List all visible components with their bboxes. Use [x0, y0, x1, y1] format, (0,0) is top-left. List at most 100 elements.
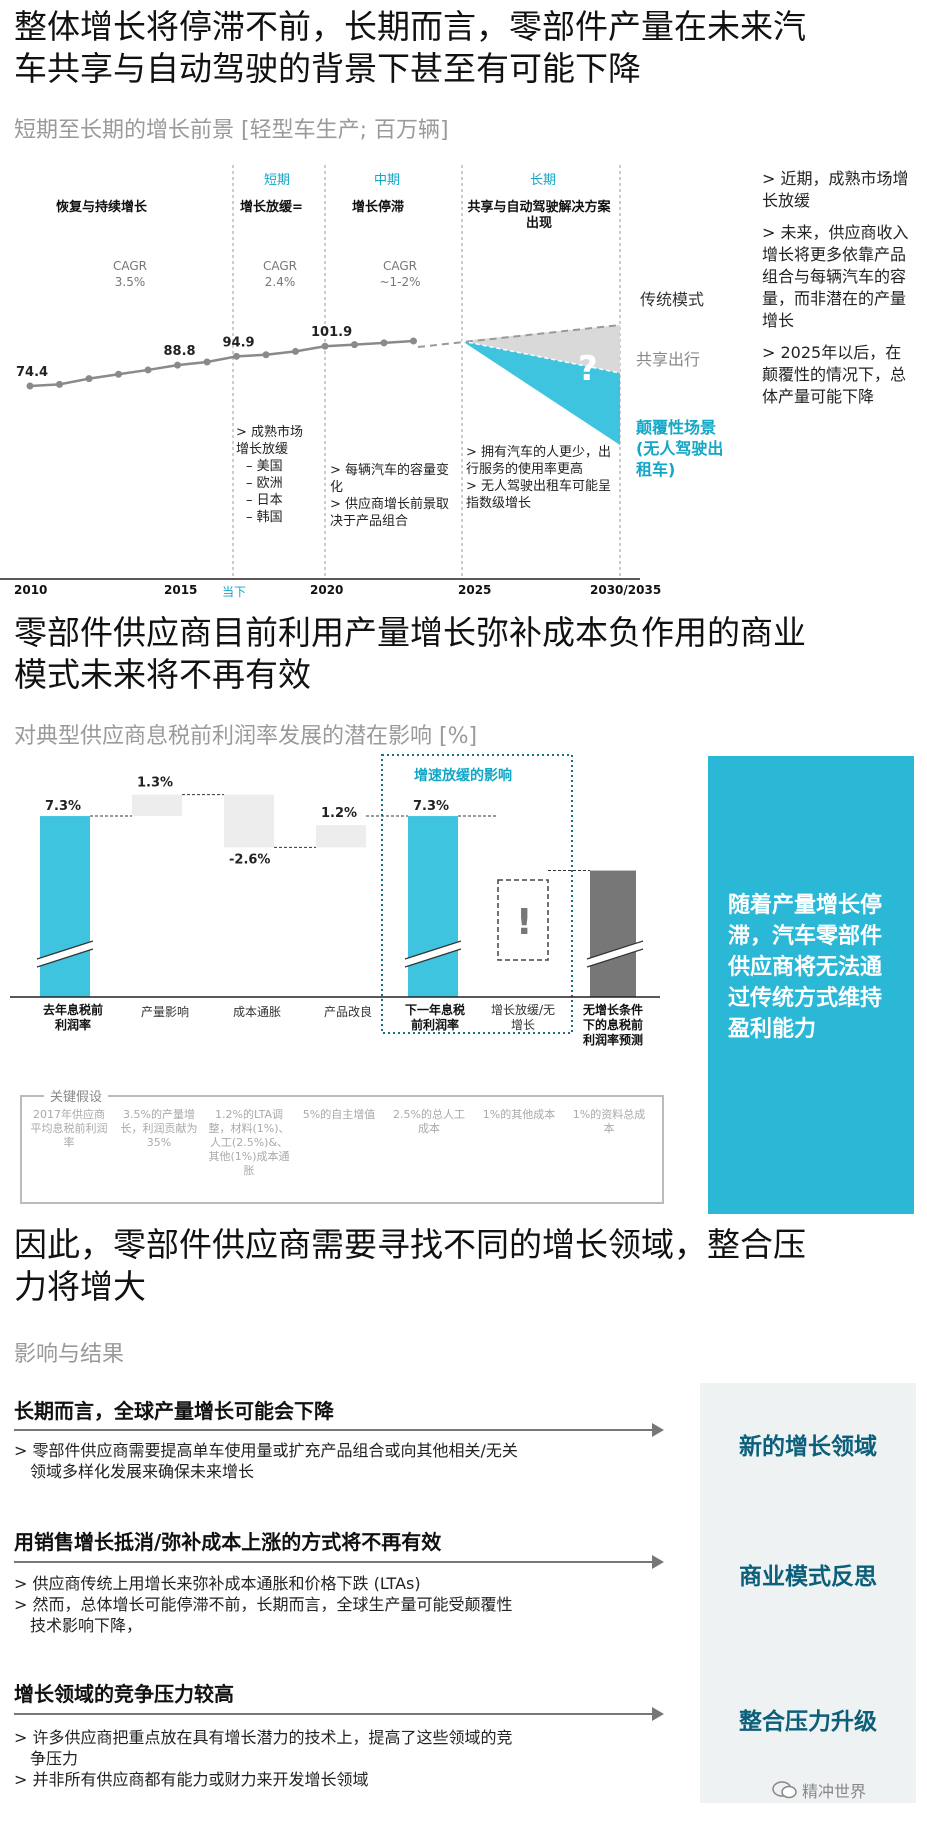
scenario-disruptive: 颠覆性场景 (无人驾驶出租车) [636, 418, 724, 479]
slowdown-box-label: 增速放缓的影响 [414, 768, 512, 784]
production-point-2021 [351, 341, 358, 349]
point-label-2020: 101.9 [311, 325, 352, 340]
side-label-consolidation: 整合压力升级 [739, 1709, 877, 1735]
wf-break-4-line-b [404, 948, 462, 968]
block2-bullets: > 供应商传统上用增长来弥补成本通胀和价格下跌 (LTAs) > 然而，总体增长… [14, 1573, 674, 1636]
wf-break-6-line-a [586, 940, 644, 960]
assumptions-row: 2017年供应商平均息税前利润率 3.5%的产量增长，利润贡献为35% 1.2%… [24, 1108, 654, 1178]
wf-bar-0 [40, 816, 90, 997]
wf-bar-6 [590, 870, 636, 997]
x-tick-now: 当下 [222, 585, 247, 599]
block1-bullets: > 零部件供应商需要提高单车使用量或扩充产品组合或向其他相关/无关 领域多样化发… [14, 1440, 674, 1482]
watermark-text: 精冲世界 [802, 1782, 867, 1801]
wf-value-label-2: -2.6% [229, 852, 270, 867]
wf-value-label-0: 7.3% [45, 799, 81, 814]
production-point-2012 [85, 375, 93, 383]
wf-break-6-line-b [586, 948, 644, 968]
wf-bar-1 [132, 794, 182, 817]
section1-title-line2: 车共享与自动驾驶的背景下甚至有可能下降 [14, 49, 641, 88]
production-point-2011 [56, 380, 63, 388]
point-label-2017: 94.9 [223, 335, 255, 350]
question-mark: ? [578, 349, 598, 389]
production-point-2014 [144, 366, 152, 374]
cagr-1-label: CAGR [112, 259, 147, 273]
side-label-growth: 新的增长领域 [739, 1434, 877, 1460]
block2-arrow-head [652, 1555, 664, 1569]
block3-bullet-2: > 并非所有供应商都有能力或财力来开发增长领域 [14, 1770, 369, 1789]
section3-title-line1: 因此，零部件供应商需要寻找不同的增长领域，整合压 [14, 1225, 806, 1264]
scenario-traditional: 传统模式 [640, 290, 705, 309]
period-short: 短期 [264, 173, 291, 188]
cagr-3-value: ~1-2% [379, 275, 421, 289]
assumption-6: 1%的资料总成本 [572, 1108, 646, 1135]
wf-cat-2: 成本通胀 [232, 1005, 281, 1019]
wf-value-label-3: 1.2% [321, 806, 357, 821]
cagr-2-value: 2.4% [264, 275, 296, 289]
notes-col1: > 成熟市场增长放缓 – 美国 – 欧洲 – 日本 – 韩国 [236, 424, 306, 526]
block1-bullet-0: > 零部件供应商需要提高单车使用量或扩充产品组合或向其他相关/无关 [14, 1441, 518, 1460]
assumption-2: 1.2%的LTA调整，材料(1%)、人工(2.5%)&、其他(1%)成本通胀 [208, 1108, 290, 1177]
phase-title-recovery: 恢复与持续增长 [56, 200, 148, 215]
right-bullet-1: > 未来，供应商收入增长将更多依靠产品组合与每辆汽车的容量，而非潜在的产量增长 [762, 223, 909, 330]
wf-value-label-4: 7.3% [413, 799, 449, 814]
production-point-2018 [262, 351, 270, 359]
assumption-5: 1%的其他成本 [482, 1108, 556, 1121]
wf-bar-4 [408, 816, 458, 997]
slowdown-box [381, 754, 573, 1034]
block2-arrow-line [14, 1561, 654, 1563]
exclamation-mark: ! [516, 902, 532, 943]
x-tick-2020: 2020 [310, 583, 344, 597]
point-label-2015: 88.8 [164, 344, 196, 359]
watermark: 精冲世界 [772, 1778, 866, 1802]
callout-text: 随着产量增长停滞，汽车零部件供应商将无法通过传统方式维持盈利能力 [728, 893, 883, 1042]
wf-break-0 [37, 941, 93, 967]
block3-arrow-line [14, 1713, 654, 1715]
right-bullet-0: > 近期，成熟市场增长放缓 [762, 169, 909, 210]
right-bullet-2: > 2025年以后，在颠覆性的情况下，总体产量可能下降 [762, 343, 907, 406]
section2-title-line1: 零部件供应商目前利用产量增长弥补成本负作用的商业 [14, 613, 806, 652]
section2-title-line2: 模式未来将不再有效 [14, 655, 311, 694]
block3-title: 增长领域的竞争压力较高 [14, 1682, 234, 1706]
production-point-2015 [174, 361, 181, 369]
cagr-2-label: CAGR [262, 259, 297, 273]
note-col2-1: > 供应商增长前景取决于产品组合 [330, 497, 450, 529]
block2-bullet-1: > 然而，总体增长可能停滞不前，长期而言，全球生产量可能受颠覆性 [14, 1595, 513, 1614]
production-point-2022 [380, 339, 388, 347]
growth-chart-svg: ? 74.4 88.8 94.9 101.9 [0, 165, 640, 580]
note-col1-4: – 韩国 [246, 510, 283, 525]
assumptions-box [20, 1095, 664, 1204]
production-point-2017 [233, 352, 240, 360]
wf-cat-5: 增长放缓/无增长 [490, 1003, 556, 1032]
block2-bullet-2: 技术影响下降， [30, 1616, 143, 1635]
notes-col2: > 每辆汽车的容量变化 > 供应商增长前景取决于产品组合 [330, 462, 458, 530]
wf-value-label-1: 1.3% [137, 776, 173, 791]
waterfall-chart: 7.3% 1.3% -2.6% 1.2% 7.3% ! [0, 750, 700, 1080]
wf-cat-6: 无增长条件下的息税前利润率预测 [582, 1003, 643, 1047]
section3-subtitle: 影响与结果 [14, 1342, 125, 1367]
wf-break-0-line-a [36, 940, 94, 960]
side-panel [700, 1383, 916, 1803]
production-point-2010 [26, 382, 34, 390]
assumption-0: 2017年供应商平均息税前利润率 [30, 1108, 108, 1149]
block3-bullet-0: > 许多供应商把重点放在具有增长潜力的技术上，提高了这些领域的竞 [14, 1728, 513, 1747]
block3-bullets: > 许多供应商把重点放在具有增长潜力的技术上，提高了这些领域的竞 争压力 > 并… [14, 1727, 674, 1790]
production-point-2020 [321, 342, 329, 350]
note-col2-0: > 每辆汽车的容量变化 [330, 463, 450, 495]
note-col3-1: > 无人驾驶出租车可能呈指数级增长 [466, 479, 612, 511]
section2-subtitle: 对典型供应商息税前利润率发展的潜在影响 [%] [14, 724, 478, 749]
note-col3-0: > 拥有汽车的人更少，出行服务的使用率更高 [466, 445, 612, 477]
block3-bullet-1: 争压力 [30, 1749, 79, 1768]
growth-slowdown-box [497, 879, 549, 961]
cagr-3-label: CAGR [382, 259, 417, 273]
wf-break-0-line-b [36, 948, 94, 968]
wf-bar-3 [316, 825, 366, 848]
block1-arrow-line [14, 1429, 654, 1431]
x-tick-2015: 2015 [164, 583, 198, 597]
assumption-3: 5%的自主增值 [302, 1108, 376, 1121]
sharing-boundary [461, 340, 621, 374]
callout-panel [708, 756, 914, 1214]
phase-title-autonomous: 共享与自动驾驶解决方案出现 [467, 200, 611, 231]
production-line [29, 339, 414, 388]
scenario-sharing: 共享出行 [636, 350, 701, 369]
production-point-2023 [410, 337, 417, 345]
